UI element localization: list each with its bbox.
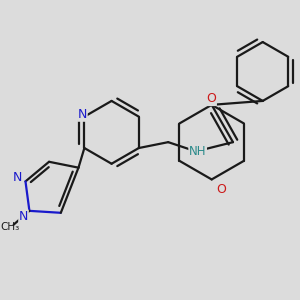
Text: O: O <box>217 183 226 196</box>
Text: N: N <box>19 210 28 223</box>
Text: CH₃: CH₃ <box>0 222 20 232</box>
Text: O: O <box>206 92 216 106</box>
Text: NH: NH <box>189 146 206 158</box>
Text: N: N <box>13 171 22 184</box>
Text: N: N <box>78 108 87 121</box>
